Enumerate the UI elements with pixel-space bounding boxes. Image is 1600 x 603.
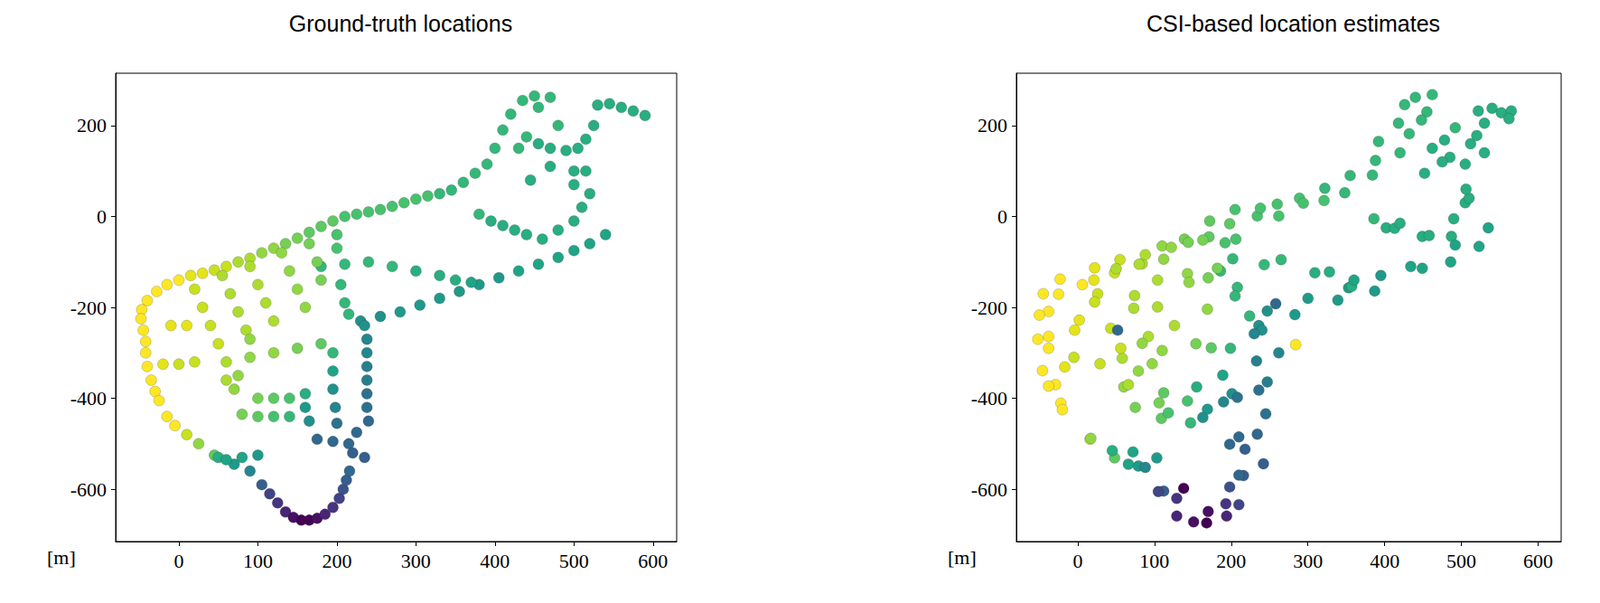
svg-text:200: 200 xyxy=(1216,549,1246,572)
svg-text:400: 400 xyxy=(1369,549,1400,572)
svg-text:-400: -400 xyxy=(971,386,1008,410)
svg-text:400: 400 xyxy=(479,549,510,572)
svg-text:[m]: [m] xyxy=(46,545,76,569)
svg-text:-600: -600 xyxy=(971,477,1008,501)
svg-text:0: 0 xyxy=(173,549,184,572)
svg-text:200: 200 xyxy=(76,113,107,137)
svg-text:100: 100 xyxy=(1139,549,1170,572)
svg-text:0: 0 xyxy=(997,205,1008,228)
svg-text:-600: -600 xyxy=(70,477,107,501)
svg-text:100: 100 xyxy=(243,549,273,572)
svg-text:600: 600 xyxy=(1523,549,1554,572)
svg-text:200: 200 xyxy=(321,549,352,572)
svg-text:-200: -200 xyxy=(971,296,1008,319)
svg-text:0: 0 xyxy=(1072,549,1083,572)
svg-text:CSI-based location estimates: CSI-based location estimates xyxy=(1146,10,1441,37)
svg-text:0: 0 xyxy=(96,205,107,228)
svg-text:Ground-truth locations: Ground-truth locations xyxy=(289,10,513,37)
svg-text:-400: -400 xyxy=(70,386,107,410)
svg-text:600: 600 xyxy=(637,549,668,572)
svg-text:300: 300 xyxy=(401,549,431,572)
svg-text:500: 500 xyxy=(1446,549,1477,572)
svg-text:[m]: [m] xyxy=(947,545,977,569)
svg-text:500: 500 xyxy=(559,549,590,572)
svg-text:-200: -200 xyxy=(70,296,107,319)
svg-text:200: 200 xyxy=(977,113,1008,137)
svg-text:300: 300 xyxy=(1292,549,1323,572)
